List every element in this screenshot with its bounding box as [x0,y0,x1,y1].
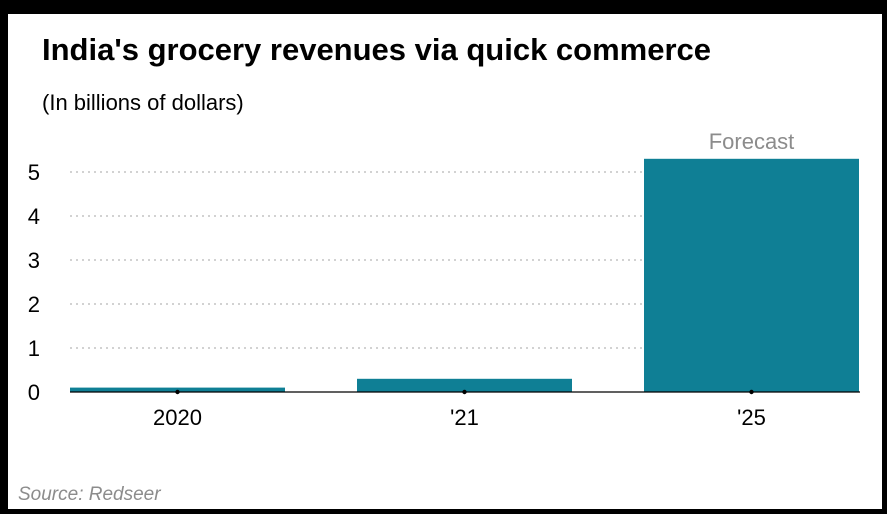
y-tick-label-3: 3 [28,248,40,273]
y-tick-label-2: 2 [28,292,40,317]
chart-title: India's grocery revenues via quick comme… [42,32,712,67]
chart-frame: India's grocery revenues via quick comme… [8,14,882,509]
y-tick-label-4: 4 [28,204,40,229]
chart-source: Source: Redseer [18,484,161,505]
x-tick-label-1: '21 [450,405,479,430]
chart-plot: 0 1 2 3 4 5 2020 '21 '25 Forecast [28,129,860,430]
y-tick-label-0: 0 [28,380,40,405]
y-tick-label-5: 5 [28,160,40,185]
x-tick-label-2: '25 [737,405,766,430]
bar-0 [70,387,285,392]
x-tick-label-0: 2020 [153,405,202,430]
chart-subtitle: (In billions of dollars) [42,90,244,115]
y-tick-label-1: 1 [28,336,40,361]
forecast-annotation: Forecast [709,129,795,154]
bar-2 [644,158,859,392]
bar-1 [357,378,572,392]
